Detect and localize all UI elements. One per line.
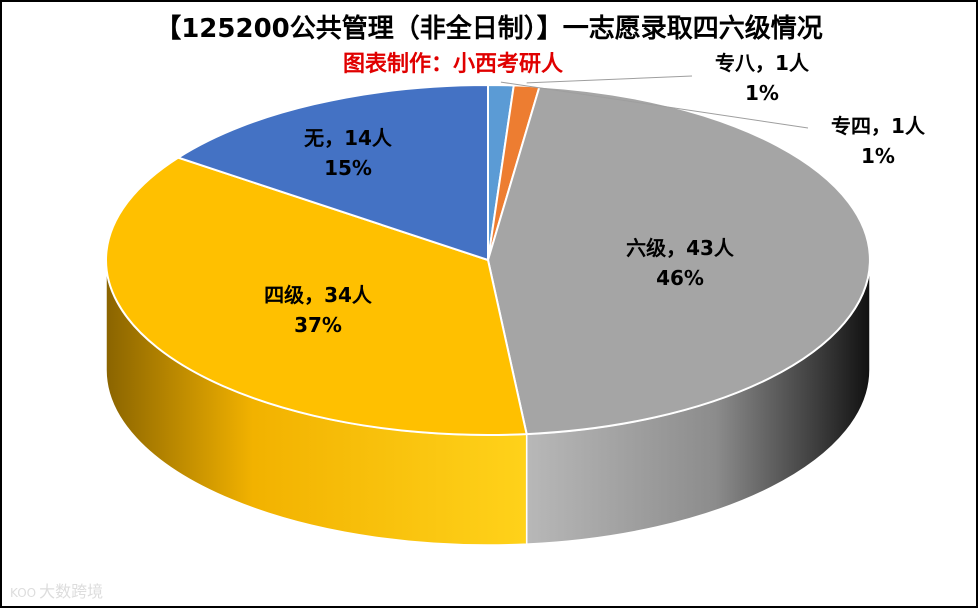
data-label-percent-专四: 1% xyxy=(861,144,895,168)
leader-line-专四 xyxy=(500,81,809,129)
data-label-专八: 专八，1人 xyxy=(715,51,810,75)
chart-title: 【125200公共管理（非全日制）】一志愿录取四六级情况 xyxy=(155,14,823,44)
data-label-percent-专八: 1% xyxy=(745,81,779,105)
data-label-六级: 六级，43人 xyxy=(626,236,735,260)
data-label-无: 无，14人 xyxy=(304,126,393,150)
slice-六级 xyxy=(486,85,871,436)
watermark-logo-icon: KOO xyxy=(10,586,37,600)
leader-line-专八 xyxy=(526,75,693,84)
data-label-percent-无: 15% xyxy=(324,156,372,180)
data-label-percent-六级: 46% xyxy=(656,266,704,290)
pie-slices xyxy=(105,83,871,436)
data-label-专四: 专四，1人 xyxy=(831,114,926,138)
slice-四级 xyxy=(105,156,528,436)
data-label-四级: 四级，34人 xyxy=(264,283,373,307)
slice-无 xyxy=(175,83,489,262)
data-label-percent-四级: 37% xyxy=(294,313,342,337)
data-labels: 专四，1人 1% 专八，1人 1% 六级，43人 46% 四级，34人 37% 无，14人 15% xyxy=(264,51,926,337)
leader-lines xyxy=(500,75,809,129)
watermark-text: 大数跨境 xyxy=(39,582,104,601)
chart-subtitle: 图表制作：小西考研人 xyxy=(343,52,564,77)
watermark: KOO 大数跨境 xyxy=(10,578,103,602)
